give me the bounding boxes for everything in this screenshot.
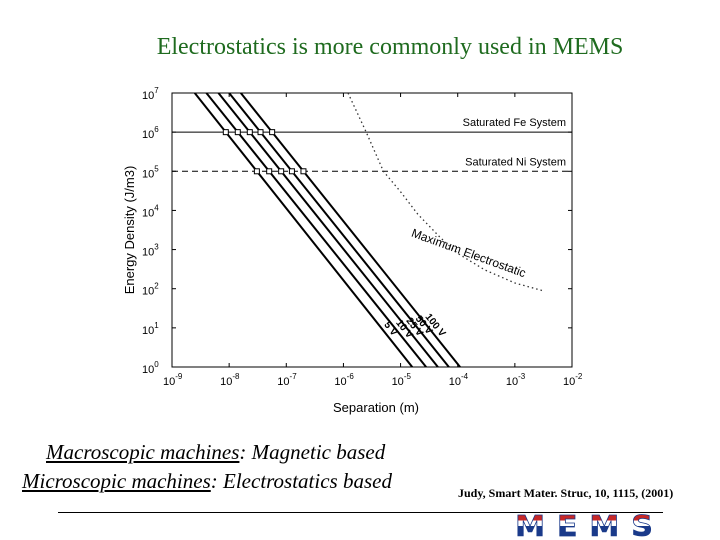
y-tick-label: 102 xyxy=(142,282,159,298)
x-tick-label: 10-6 xyxy=(334,372,354,388)
x-tick-label: 10-5 xyxy=(392,372,412,388)
y-axis-label: Energy Density (J/m3) xyxy=(122,166,137,295)
slide-title: Electrostatics is more commonly used in … xyxy=(156,34,624,60)
x-tick-label: 10-8 xyxy=(220,372,240,388)
caption-microscopic-text: : Electrostatics based xyxy=(210,469,392,493)
caption-macroscopic: Macroscopic machines: Magnetic based xyxy=(46,440,385,465)
x-tick-label: 10-4 xyxy=(449,372,469,388)
x-tick-label: 10-7 xyxy=(277,372,297,388)
y-tick-label: 101 xyxy=(142,321,159,337)
y-tick-label: 100 xyxy=(142,360,159,376)
caption-microscopic: Microscopic machines: Electrostatics bas… xyxy=(22,469,392,494)
x-tick-label: 10-2 xyxy=(563,372,583,388)
caption-macroscopic-text: : Magnetic based xyxy=(239,440,386,464)
x-tick-label: 10-9 xyxy=(163,372,183,388)
saturation-marker xyxy=(222,129,229,136)
saturation-marker xyxy=(234,129,241,136)
y-tick-label: 106 xyxy=(142,125,159,141)
voltage-line xyxy=(193,93,414,367)
x-axis-label: Separation (m) xyxy=(333,400,419,415)
voltage-line xyxy=(228,93,450,367)
max-electrostatic-label: Maximum Electrostatic xyxy=(410,226,528,280)
plot-data xyxy=(172,93,572,367)
y-tick-label: 107 xyxy=(142,86,159,102)
fe-saturation-label: Saturated Fe System xyxy=(463,117,566,129)
y-tick-label: 105 xyxy=(142,164,159,180)
plot-frame xyxy=(171,92,573,368)
energy-density-chart: 100 101 102 103 104 105 106 107 10-9 10-8 10-7 10-6… xyxy=(122,86,583,415)
y-tick-label: 104 xyxy=(142,203,159,219)
macroscopic-machines-link[interactable]: Macroscopic machines xyxy=(46,440,240,464)
saturation-marker xyxy=(257,129,264,136)
x-tick-label: 10-3 xyxy=(506,372,526,388)
ni-saturation-label: Saturated Ni System xyxy=(465,156,566,168)
voltage-line xyxy=(217,93,439,367)
footer-divider xyxy=(58,512,663,513)
y-tick-label: 103 xyxy=(142,243,159,259)
citation: Judy, Smart Mater. Struc, 10, 1115, (200… xyxy=(458,486,674,500)
mems-logo: MEMS xyxy=(515,513,665,540)
saturation-marker xyxy=(278,168,285,175)
voltage-line xyxy=(240,93,461,367)
mems-logo-text: MEMS xyxy=(515,513,665,540)
saturation-marker xyxy=(288,168,295,175)
saturation-marker xyxy=(246,129,253,136)
microscopic-machines-link[interactable]: Microscopic machines xyxy=(22,469,211,493)
saturation-marker xyxy=(269,129,276,136)
saturation-marker xyxy=(300,168,307,175)
saturation-marker xyxy=(266,168,273,175)
voltage-line xyxy=(205,93,427,367)
saturation-marker xyxy=(253,168,260,175)
